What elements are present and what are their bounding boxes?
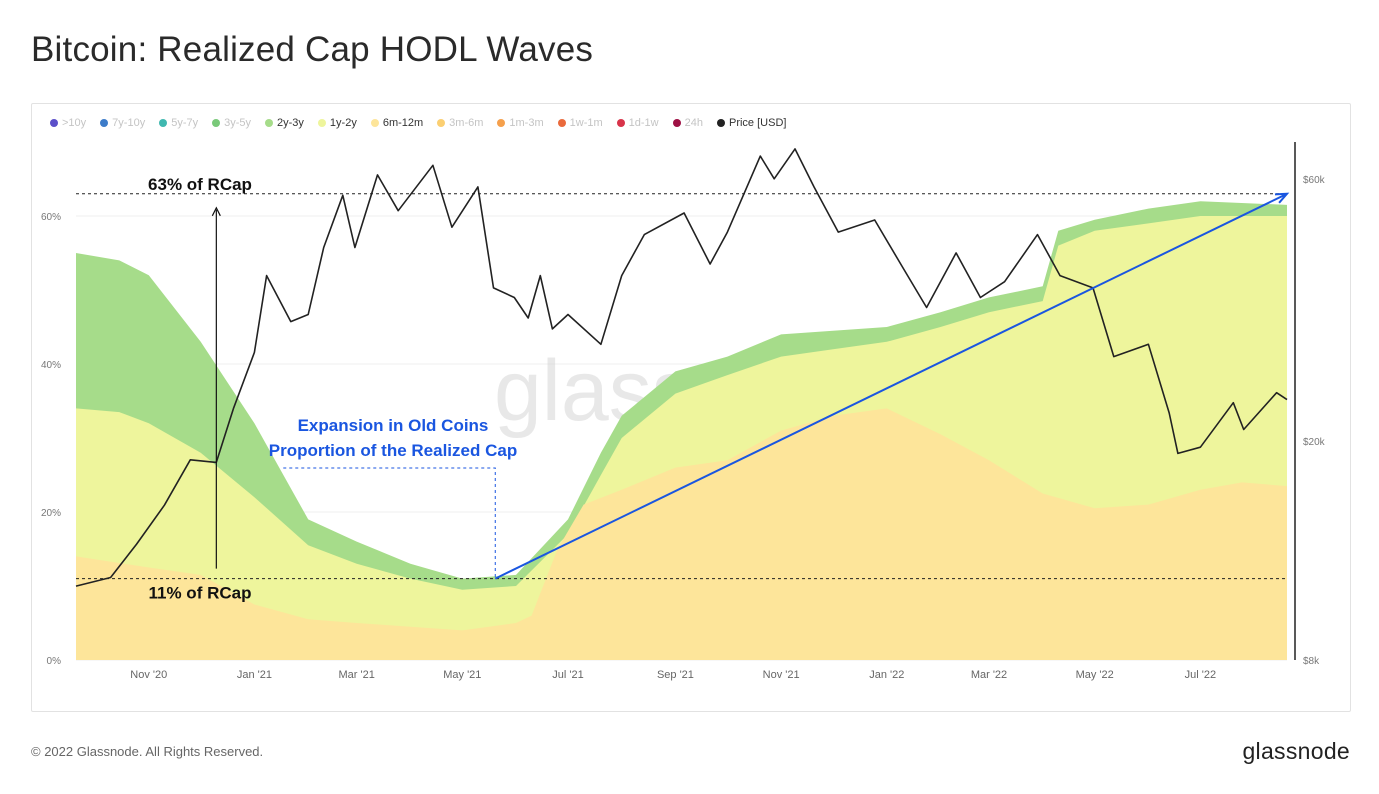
price-line (75, 148, 1288, 587)
chart-legend: >10y 7y-10y 5y-7y 3y-5y 2y-3y 1y-2y 6m-12m 3m-6… (50, 114, 800, 132)
legend-item[interactable]: 6m-12m (370, 117, 424, 129)
legend-dot-icon (616, 119, 625, 127)
legend-item[interactable]: 1m-3m (497, 117, 544, 129)
legend-dot-icon (317, 119, 326, 127)
x-tick-label: Jul '22 (1185, 669, 1216, 681)
legend-label: 1m-3m (509, 117, 544, 129)
x-tick-label: Jan '21 (237, 669, 272, 681)
expansion-guide-line (283, 467, 496, 579)
legend-dot-icon (437, 119, 446, 127)
legend-dot-icon (672, 119, 681, 127)
page-title: Bitcoin: Realized Cap HODL Waves (31, 30, 594, 69)
legend-item[interactable]: 1d-1w (616, 117, 659, 129)
glassnode-logo[interactable]: glassnode (1242, 738, 1350, 764)
x-tick-label: Nov '20 (130, 669, 167, 681)
x-tick-label: May '21 (443, 669, 481, 681)
legend-dot-icon (265, 119, 274, 127)
legend-label: >10y (62, 117, 87, 129)
legend-label: 3y-5y (224, 117, 252, 129)
legend-item[interactable]: 1w-1m (557, 117, 603, 129)
legend-item[interactable]: Price [USD] (716, 117, 787, 129)
legend-dot-icon (716, 119, 725, 127)
legend-dot-icon (557, 119, 566, 127)
legend-label: 5y-7y (171, 117, 199, 129)
top-level-label: 63% of RCap (148, 175, 252, 194)
y-right-tick-label: $20k (1303, 437, 1326, 448)
legend-label: 1d-1w (628, 117, 659, 129)
legend-item[interactable]: 24h (672, 117, 703, 129)
area-band-6m-12m (76, 408, 1287, 660)
legend-item[interactable]: 3y-5y (212, 117, 251, 129)
legend-label: 3m-6m (449, 117, 484, 129)
expansion-label-line2: Proportion of the Realized Cap (269, 441, 517, 460)
legend-label: 1y-2y (329, 117, 357, 129)
y-left-tick-label: 20% (41, 508, 61, 519)
y-right-tick-label: $60k (1303, 175, 1326, 186)
legend-dot-icon (212, 119, 221, 127)
y-left-tick-label: 0% (47, 656, 62, 667)
legend-item[interactable]: 5y-7y (159, 117, 198, 129)
x-tick-label: Mar '22 (971, 669, 1007, 681)
legend-label: 24h (684, 117, 703, 129)
trend-arrow-head-icon (1274, 192, 1290, 204)
x-tick-label: Jan '22 (869, 669, 904, 681)
legend-label: 7y-10y (112, 117, 146, 129)
legend-dot-icon (370, 119, 379, 127)
legend-item[interactable]: 3m-6m (437, 117, 483, 129)
legend-dot-icon (100, 119, 109, 127)
x-tick-label: Nov '21 (763, 669, 800, 681)
legend-item[interactable]: 1y-2y (317, 117, 357, 129)
x-tick-label: May '22 (1076, 669, 1114, 681)
legend-label: 1w-1m (569, 117, 603, 129)
x-tick-label: Jul '21 (552, 669, 583, 681)
legend-item[interactable]: 2y-3y (265, 117, 304, 129)
y-left-tick-label: 40% (41, 360, 61, 371)
legend-label: Price [USD] (728, 117, 787, 129)
trend-arrow (494, 192, 1288, 580)
legend-dot-icon (50, 119, 58, 127)
x-tick-label: Mar '21 (338, 669, 374, 681)
vertical-arrow-head-icon (211, 206, 221, 217)
y-left-tick-label: 60% (41, 212, 61, 223)
legend-label: 6m-12m (382, 117, 424, 129)
copyright-text: © 2022 Glassnode. All Rights Reserved. (31, 744, 264, 759)
legend-item[interactable]: 7y-10y (100, 117, 145, 129)
bottom-level-label: 11% of RCap (149, 584, 252, 603)
expansion-label-line1: Expansion in Old Coins (298, 416, 489, 435)
y-right-tick-label: $8k (1303, 656, 1320, 667)
legend-dot-icon (497, 119, 506, 127)
legend-dot-icon (159, 119, 168, 127)
legend-item[interactable]: >10y (50, 117, 86, 129)
legend-label: 2y-3y (277, 117, 304, 129)
x-tick-label: Sep '21 (657, 669, 694, 681)
